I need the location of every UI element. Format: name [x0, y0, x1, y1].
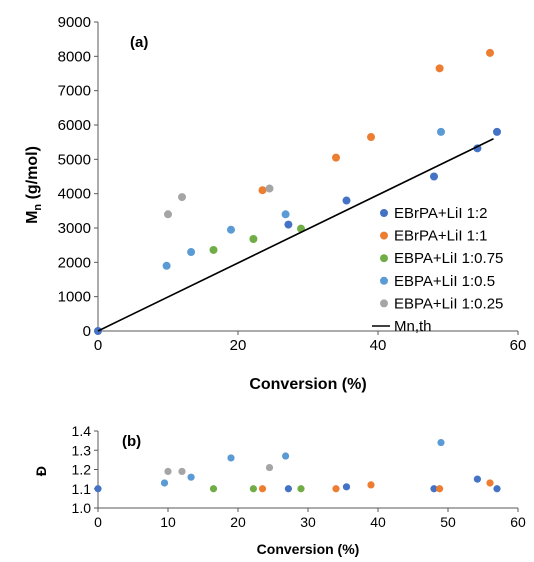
x-tick-label: 20 — [230, 514, 246, 530]
data-point — [281, 210, 290, 219]
legend: EBrPA+LiI 1:2 EBrPA+LiI 1:1 EBPA+LiI 1:0.7… — [372, 205, 503, 335]
y-tick-label: 3000 — [58, 220, 91, 237]
data-point — [265, 184, 274, 193]
data-point — [332, 153, 340, 162]
data-point — [473, 475, 481, 483]
y-axis-title-subscript: n — [32, 204, 44, 211]
data-point — [258, 485, 267, 493]
legend-entry: EBrPA+LiI 1:1 — [394, 228, 488, 245]
panel-b-x-axis-title: Conversion (%) — [257, 541, 360, 557]
y-tick-label: 2000 — [58, 254, 91, 271]
y-tick-label: 6000 — [58, 117, 91, 134]
data-point — [187, 248, 196, 257]
data-point — [94, 485, 102, 493]
data-point — [284, 485, 292, 493]
data-point — [284, 220, 293, 229]
legend-entry: EBPA+LiI 1:0.75 — [394, 250, 503, 267]
data-point — [160, 479, 169, 487]
theory-line-mn-th — [97, 138, 494, 332]
panel-b-label: (b) — [122, 433, 141, 450]
y-tick-label: 1.3 — [72, 442, 92, 458]
panel-b-plot-area — [94, 438, 501, 493]
y-axis-title-units: (g/mol) — [24, 146, 41, 204]
panel-b-y-axis-title: Đ — [33, 466, 49, 476]
panel-a-axes: 0 20 40 60 0 1000 2000 3000 4000 5000 6000 7000 8000… — [58, 14, 527, 354]
panel-a-chart: 0 20 40 60 0 1000 2000 3000 4000 5000 6000 7000 8000… — [24, 14, 526, 393]
legend-entry: EBPA+LiI 1:0.5 — [394, 273, 495, 290]
x-tick-label: 40 — [370, 514, 386, 530]
x-tick-label: 20 — [230, 337, 247, 354]
y-axis-title-main: M — [24, 211, 41, 224]
data-point — [282, 452, 290, 460]
y-tick-label: 7000 — [58, 83, 91, 100]
data-point — [209, 245, 218, 254]
data-point — [342, 483, 351, 491]
data-point — [436, 485, 444, 493]
legend-swatch — [380, 299, 388, 308]
legend-entry: EBrPA+LiI 1:2 — [394, 205, 488, 222]
data-point — [164, 467, 172, 476]
data-point — [367, 133, 375, 142]
data-point — [227, 225, 235, 234]
panel-a-x-axis-title: Conversion (%) — [249, 376, 366, 393]
panel-b-axes: 0 10 20 30 40 50 60 1.0 1.1 1.2 1.3 1.4 — [72, 423, 526, 530]
data-point — [435, 64, 444, 73]
panel-a-plot-area — [94, 48, 501, 335]
data-point — [265, 463, 274, 472]
data-point — [297, 485, 305, 493]
data-point — [430, 172, 438, 181]
data-point — [437, 127, 445, 136]
x-tick-label: 60 — [510, 337, 527, 354]
data-point — [430, 485, 438, 493]
data-point — [164, 210, 172, 219]
data-point — [178, 193, 186, 202]
data-point — [209, 485, 218, 493]
x-tick-label: 0 — [94, 337, 102, 354]
data-point — [437, 438, 445, 447]
data-point — [227, 454, 235, 462]
data-point — [258, 186, 267, 195]
data-point — [493, 127, 501, 136]
panel-a-label: (a) — [130, 34, 148, 51]
x-tick-label: 30 — [300, 514, 316, 530]
x-tick-label: 40 — [370, 337, 387, 354]
x-tick-label: 0 — [94, 514, 102, 530]
y-tick-label: 1.4 — [72, 423, 92, 439]
data-point — [162, 261, 171, 270]
y-tick-label: 4000 — [58, 186, 91, 203]
y-tick-label: 9000 — [58, 14, 91, 31]
legend-swatch — [380, 276, 388, 285]
data-point — [342, 196, 351, 205]
x-tick-label: 10 — [160, 514, 176, 530]
x-tick-label: 50 — [440, 514, 456, 530]
data-point — [332, 485, 340, 493]
x-tick-label: 60 — [510, 514, 526, 530]
data-point — [249, 234, 258, 243]
legend-swatch — [380, 254, 388, 263]
y-tick-label: 1.2 — [72, 462, 92, 478]
legend-swatch — [380, 209, 388, 217]
legend-swatch — [380, 231, 388, 240]
data-point — [178, 467, 186, 476]
data-point — [493, 485, 501, 493]
panel-b-chart: 0 10 20 30 40 50 60 1.0 1.1 1.2 1.3 1.4 (b) Convers… — [33, 423, 526, 557]
y-tick-label: 1000 — [58, 289, 91, 306]
y-tick-label: 5000 — [58, 151, 91, 168]
panel-a-y-axis-title: Mn (g/mol) — [24, 146, 44, 224]
data-point — [187, 473, 195, 481]
data-point — [486, 48, 494, 57]
legend-entry: EBPA+LiI 1:0.25 — [394, 295, 503, 312]
data-point — [486, 479, 494, 487]
data-point — [367, 481, 375, 489]
y-tick-label: 8000 — [58, 48, 91, 65]
y-tick-label: 1.1 — [72, 481, 92, 497]
data-point — [249, 485, 257, 493]
legend-entry: Mn,th — [394, 318, 432, 335]
y-tick-label: 1.0 — [72, 500, 92, 516]
y-tick-label: 0 — [83, 323, 91, 340]
